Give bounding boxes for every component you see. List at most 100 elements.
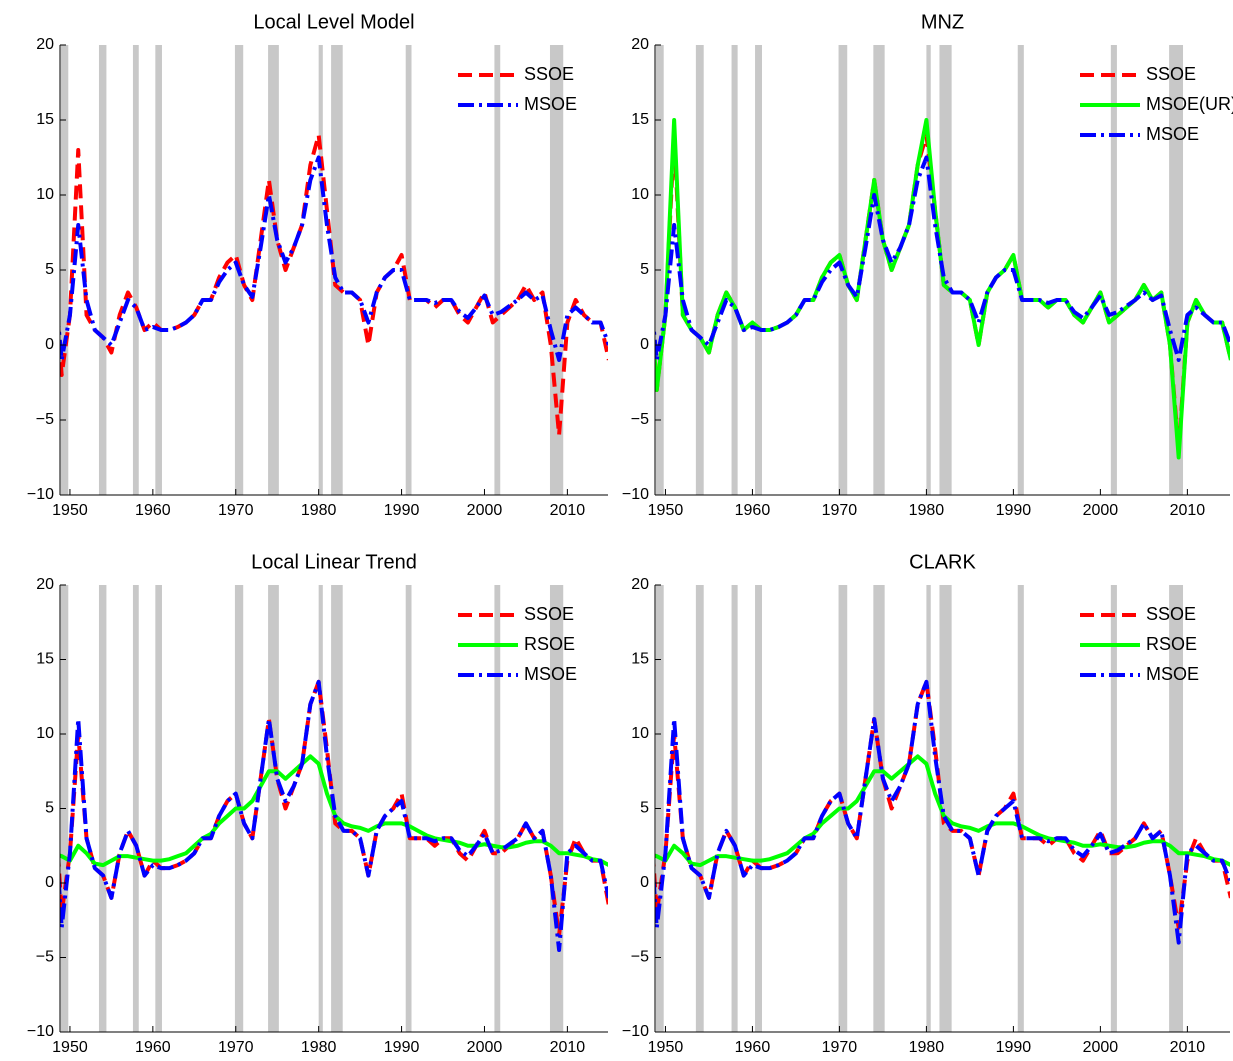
x-tick-label: 1960 — [135, 502, 171, 519]
recession-band — [155, 45, 162, 495]
x-tick-label: 1990 — [384, 502, 420, 519]
y-tick-label: 20 — [36, 36, 54, 53]
y-tick-label: 10 — [36, 186, 54, 203]
series-line — [655, 679, 1230, 945]
y-tick-label: 15 — [631, 651, 649, 668]
x-tick-label: 1950 — [648, 1039, 684, 1056]
y-tick-label: 10 — [631, 186, 649, 203]
y-tick-label: 5 — [45, 261, 54, 278]
y-tick-label: 5 — [45, 800, 54, 817]
y-tick-label: 20 — [631, 576, 649, 593]
y-tick-label: −10 — [622, 486, 649, 503]
series-line — [655, 679, 1230, 930]
panel: −10 −5 0 5 10 15 20 1950 1960 1970 1980 1990 2000 201… — [622, 11, 1233, 519]
x-tick-label: 1970 — [218, 1039, 254, 1056]
x-tick-label: 1950 — [648, 502, 684, 519]
x-tick-label: 1960 — [735, 1039, 771, 1056]
recession-band — [405, 45, 412, 495]
y-tick-label: 0 — [45, 336, 54, 353]
legend-label: MSOE(UR) — [1146, 94, 1233, 114]
x-tick-label: 1970 — [822, 1039, 858, 1056]
recession-band — [926, 585, 931, 1032]
series-line — [60, 754, 608, 868]
y-tick-label: 0 — [640, 336, 649, 353]
recession-band — [755, 45, 762, 495]
x-tick-label: 1990 — [996, 502, 1032, 519]
x-tick-label: 2010 — [1170, 1039, 1206, 1056]
recession-band — [98, 585, 107, 1032]
x-tick-label: 1980 — [909, 1039, 945, 1056]
series-line — [60, 155, 608, 362]
x-tick-label: 2010 — [1170, 502, 1206, 519]
series-line — [60, 679, 608, 938]
x-tick-label: 1980 — [301, 1039, 337, 1056]
series-line — [60, 133, 608, 437]
legend-label: MSOE — [1146, 124, 1199, 144]
recession-band — [695, 45, 704, 495]
y-tick-label: −10 — [27, 1023, 54, 1040]
x-tick-label: 2000 — [1083, 502, 1119, 519]
legend-label: MSOE — [524, 94, 577, 114]
y-tick-label: −5 — [36, 411, 54, 428]
y-tick-label: 10 — [36, 725, 54, 742]
y-tick-label: 5 — [640, 800, 649, 817]
recession-band — [731, 585, 738, 1032]
y-tick-label: 15 — [36, 111, 54, 128]
recession-band — [873, 45, 885, 495]
recession-band — [268, 585, 279, 1032]
y-tick-label: 5 — [640, 261, 649, 278]
recession-band — [268, 45, 279, 495]
recession-band — [494, 585, 501, 1032]
recession-band — [731, 45, 738, 495]
x-tick-label: 1950 — [52, 502, 88, 519]
recession-band — [132, 45, 139, 495]
y-tick-label: 20 — [36, 576, 54, 593]
legend-label: SSOE — [524, 604, 574, 624]
chart-title: Local Level Model — [253, 11, 414, 33]
series-line — [655, 118, 1230, 460]
y-tick-label: 0 — [640, 874, 649, 891]
x-tick-label: 1990 — [996, 1039, 1032, 1056]
y-tick-label: −5 — [36, 949, 54, 966]
x-tick-label: 2000 — [1083, 1039, 1119, 1056]
recession-band — [873, 585, 885, 1032]
x-tick-label: 1950 — [52, 1039, 88, 1056]
y-tick-label: −10 — [622, 1023, 649, 1040]
recession-band — [318, 585, 323, 1032]
y-tick-label: 15 — [631, 111, 649, 128]
y-tick-label: −5 — [631, 411, 649, 428]
recession-band — [155, 585, 162, 1032]
x-tick-label: 1980 — [301, 502, 337, 519]
recession-band — [755, 585, 762, 1032]
recession-band — [1110, 45, 1117, 495]
recession-band — [494, 45, 501, 495]
x-tick-label: 2000 — [467, 502, 503, 519]
y-tick-label: 10 — [631, 725, 649, 742]
recession-band — [1017, 585, 1024, 1032]
panel: −10 −5 0 5 10 15 20 1950 1960 1970 1980 1990 2000 201… — [27, 11, 608, 519]
y-tick-label: 20 — [631, 36, 649, 53]
legend-label: RSOE — [524, 634, 575, 654]
chart-title: Local Linear Trend — [251, 551, 417, 573]
legend-label: SSOE — [524, 64, 574, 84]
x-tick-label: 1970 — [822, 502, 858, 519]
x-tick-label: 1970 — [218, 502, 254, 519]
recession-band — [695, 585, 704, 1032]
recession-band — [939, 45, 952, 495]
recession-band — [318, 45, 323, 495]
legend-label: SSOE — [1146, 64, 1196, 84]
chart-title: MNZ — [921, 11, 964, 33]
recession-band — [331, 45, 343, 495]
x-tick-label: 1960 — [135, 1039, 171, 1056]
recession-band — [926, 45, 931, 495]
legend-label: RSOE — [1146, 634, 1197, 654]
series-line — [655, 155, 1230, 362]
recession-band — [1017, 45, 1024, 495]
plot-area — [60, 585, 608, 1032]
recession-band — [405, 585, 412, 1032]
y-tick-label: −10 — [27, 486, 54, 503]
x-tick-label: 1960 — [735, 502, 771, 519]
y-tick-label: −5 — [631, 949, 649, 966]
plot-area — [655, 45, 1230, 495]
